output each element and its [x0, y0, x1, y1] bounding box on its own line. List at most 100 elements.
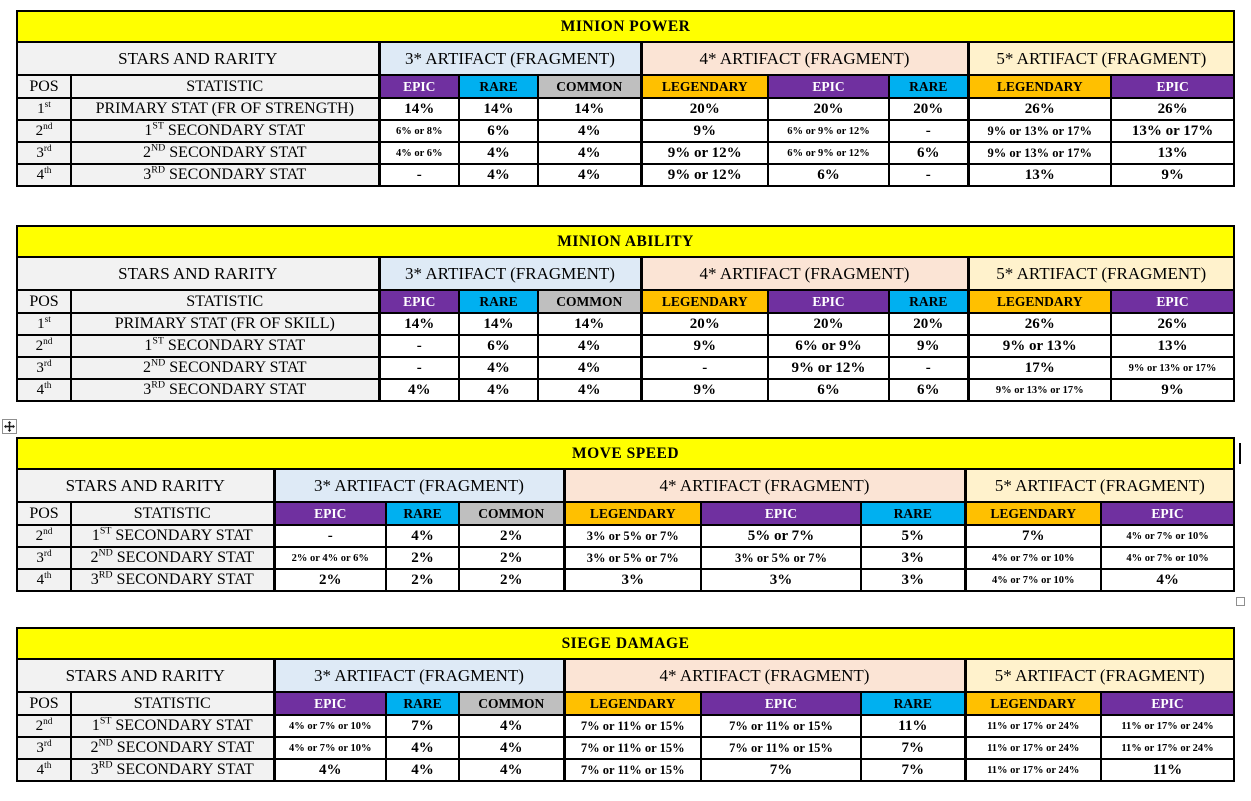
statistic-header: STATISTIC — [70, 74, 380, 99]
star-header-row: STARS AND RARITY 3* ARTIFACT (FRAGMENT) … — [16, 256, 1235, 291]
value-cell: 11% — [860, 714, 966, 738]
rarity-header-epic: EPIC — [1100, 691, 1235, 716]
statistic-ordinal-suffix: RD — [151, 164, 165, 176]
value-cell: 9% — [639, 334, 769, 358]
table-title-row: SIEGE DAMAGE — [16, 627, 1235, 660]
star4-artifact-header: 4* ARTIFACT (FRAGMENT) — [639, 256, 969, 291]
pos-ordinal-suffix: th — [44, 165, 52, 176]
statistic-text: 1 — [144, 337, 153, 354]
table-resize-handle[interactable] — [1236, 597, 1245, 606]
value-cell: 4% — [458, 141, 539, 165]
table-row: 2nd 1ST SECONDARY STAT -6% 4% 9% 6% or 9% 9% 9%… — [16, 334, 1235, 358]
statistic-text: 2 — [90, 549, 99, 566]
statistic-cell: 3RD SECONDARY STAT — [70, 378, 380, 402]
rarity-header-rare: RARE — [385, 501, 460, 526]
statistic-cell: PRIMARY STAT (FR OF SKILL) — [70, 312, 380, 336]
value-cell: 9% or 13% or 17% — [1110, 356, 1235, 380]
table-row: 1st PRIMARY STAT (FR OF SKILL) 14% 14% 14% 20… — [16, 312, 1235, 336]
star5-artifact-header: 5* ARTIFACT (FRAGMENT) — [966, 41, 1236, 76]
statistic-cell: 3RD SECONDARY STAT — [70, 568, 275, 592]
value-cell: 7% or 11% or 15% — [700, 736, 862, 760]
rarity-header-rare: RARE — [458, 289, 539, 314]
value-cell: 6% — [767, 378, 890, 402]
statistic-text: 1 — [91, 717, 100, 734]
value-cell: 26% — [966, 97, 1112, 121]
rarity-header-common: COMMON — [537, 74, 642, 99]
statistic-header: STATISTIC — [70, 289, 380, 314]
pos-header: POS — [16, 74, 72, 99]
value-cell: 9% or 13% or 17% — [966, 141, 1112, 165]
pos-cell: 2nd — [16, 524, 72, 548]
rarity-header-legendary: LEGENDARY — [966, 74, 1112, 99]
rarity-header-row: POS STATISTIC EPIC RARE COMMON LEGENDARY… — [16, 501, 1236, 526]
value-cell: 2% — [385, 546, 460, 570]
value-cell: 11% or 17% or 24% — [963, 736, 1102, 760]
pos-ordinal-suffix: nd — [43, 526, 53, 537]
value-cell: 4% — [1099, 568, 1236, 592]
pos-ordinal-suffix: rd — [43, 143, 52, 154]
statistic-text: SECONDARY STAT — [165, 359, 307, 376]
table-row: 3rd 2ND SECONDARY STAT 4% or 6% 4% 4% 9% or 1… — [16, 141, 1236, 165]
value-cell: 4% — [537, 356, 642, 380]
rarity-header-rare: RARE — [888, 74, 969, 99]
value-cell: 2% — [458, 546, 565, 570]
value-cell: 14% — [537, 97, 642, 121]
value-cell: 20% — [888, 312, 969, 336]
table-row: 3rd 2ND SECONDARY STAT 2% or 4% or 6% 2% 2% 3… — [16, 546, 1236, 570]
statistic-text: SECONDARY STAT — [165, 381, 307, 398]
rarity-header-epic: EPIC — [1109, 74, 1236, 99]
pos-number: 1 — [37, 100, 45, 117]
value-cell: 9% — [888, 334, 969, 358]
value-cell: 9% or 12% — [639, 163, 769, 187]
value-cell: - — [377, 163, 460, 187]
star3-artifact-header: 3* ARTIFACT (FRAGMENT) — [272, 658, 565, 693]
value-cell: 11% or 17% or 24% — [1100, 714, 1235, 738]
pos-ordinal-suffix: rd — [43, 358, 52, 369]
value-cell: 9% — [1110, 378, 1235, 402]
pos-number: 4 — [36, 381, 45, 398]
statistic-text: PRIMARY STAT (FR OF STRENGTH) — [95, 100, 354, 117]
value-cell: 20% — [639, 97, 769, 121]
pos-cell: 3rd — [16, 356, 72, 380]
value-cell: 4% or 7% or 10% — [963, 568, 1102, 592]
statistic-ordinal-suffix: ND — [150, 357, 166, 369]
stars-and-rarity-header: STARS AND RARITY — [16, 256, 380, 291]
pos-ordinal-suffix: th — [44, 570, 52, 581]
pos-header: POS — [16, 501, 72, 526]
pos-ordinal-suffix: st — [44, 314, 51, 325]
pos-number: 2 — [35, 122, 44, 139]
value-cell: 7% or 11% or 15% — [700, 714, 862, 738]
statistic-cell: 1ST SECONDARY STAT — [70, 334, 380, 358]
value-cell: 4% or 7% or 10% — [272, 736, 387, 760]
pos-number: 2 — [35, 527, 44, 544]
star5-artifact-header: 5* ARTIFACT (FRAGMENT) — [963, 658, 1235, 693]
value-cell: 2% — [272, 568, 387, 592]
pos-number: 3 — [36, 739, 44, 756]
pos-number: 3 — [36, 549, 44, 566]
value-cell: 6% or 9% or 12% — [767, 119, 890, 143]
value-cell: 4% — [537, 334, 642, 358]
rarity-header-row: POS STATISTIC EPIC RARE COMMON LEGENDARY… — [16, 74, 1236, 99]
table-row: 1st PRIMARY STAT (FR OF STRENGTH) 14% 14% 14… — [16, 97, 1236, 121]
value-cell: 4% — [458, 758, 565, 782]
statistic-text: 1 — [144, 122, 153, 139]
rarity-header-epic: EPIC — [1110, 289, 1235, 314]
rarity-header-epic: EPIC — [767, 74, 890, 99]
value-cell: 4% — [272, 758, 387, 782]
value-cell: 4% — [458, 356, 539, 380]
table-move-handle[interactable] — [2, 419, 17, 434]
value-cell: 4% — [458, 163, 539, 187]
statistic-cell: 2ND SECONDARY STAT — [70, 141, 380, 165]
value-cell: 3% — [562, 568, 702, 592]
value-cell: 4% — [537, 378, 642, 402]
statistic-text: 1 — [91, 527, 100, 544]
statistic-ordinal-suffix: ST — [99, 715, 112, 727]
rarity-header-legendary: LEGENDARY — [639, 289, 769, 314]
pos-number: 4 — [36, 571, 45, 588]
table-row: 4th 3RD SECONDARY STAT 4% 4% 4% 9% 6% 6% 9% or 1… — [16, 378, 1235, 402]
value-cell: 13% — [966, 163, 1112, 187]
pos-number: 3 — [36, 144, 44, 161]
value-cell: 4% — [537, 163, 642, 187]
value-cell: 14% — [458, 312, 539, 336]
pos-cell: 3rd — [16, 736, 72, 760]
